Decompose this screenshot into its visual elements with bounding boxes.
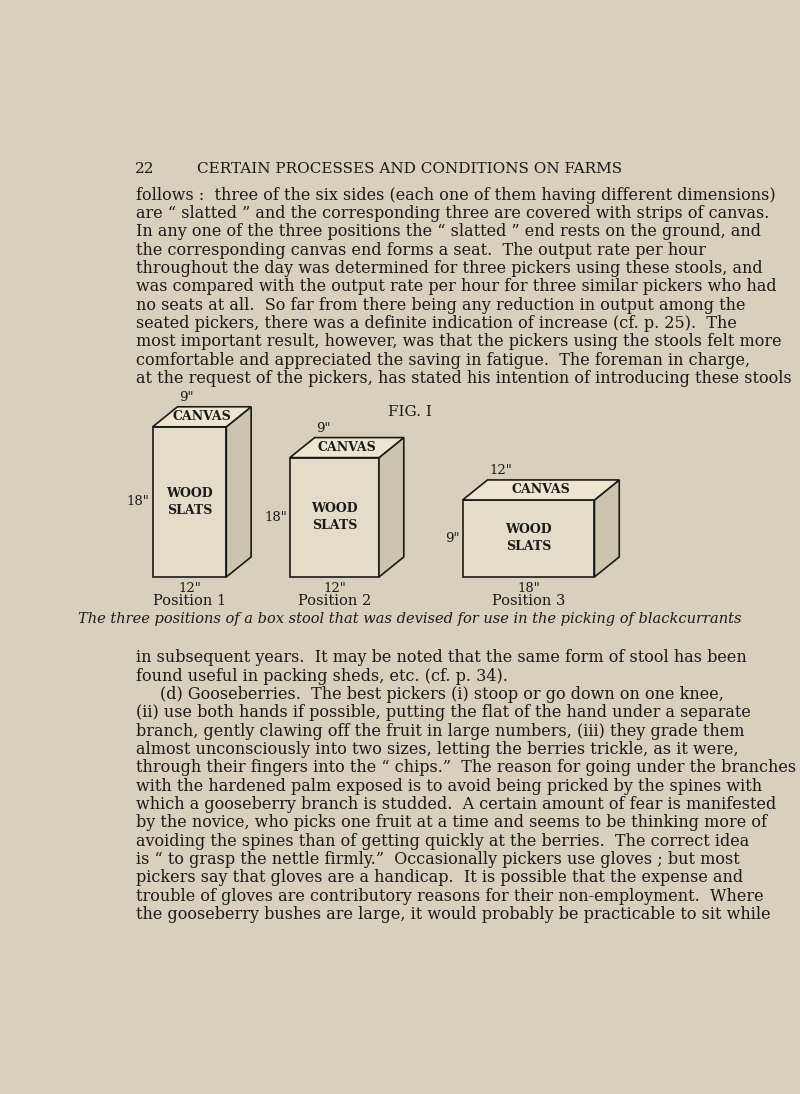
- Text: seated pickers, there was a definite indication of increase (cf. p. 25).  The: seated pickers, there was a definite ind…: [137, 315, 738, 331]
- Text: WOOD
SLATS: WOOD SLATS: [166, 487, 213, 516]
- Text: Position 3: Position 3: [492, 594, 566, 608]
- Text: which a gooseberry branch is studded.  A certain amount of fear is manifested: which a gooseberry branch is studded. A …: [137, 796, 777, 813]
- Text: (ii) use both hands if possible, putting the flat of the hand under a separate: (ii) use both hands if possible, putting…: [137, 705, 751, 721]
- Text: 22: 22: [135, 162, 154, 176]
- Text: Position 2: Position 2: [298, 594, 371, 608]
- Text: CERTAIN PROCESSES AND CONDITIONS ON FARMS: CERTAIN PROCESSES AND CONDITIONS ON FARM…: [198, 162, 622, 176]
- Text: 12": 12": [489, 464, 512, 477]
- Text: by the novice, who picks one fruit at a time and seems to be thinking more of: by the novice, who picks one fruit at a …: [137, 814, 767, 831]
- Polygon shape: [462, 500, 594, 577]
- Text: almost unconsciously into two sizes, letting the berries trickle, as it were,: almost unconsciously into two sizes, let…: [137, 741, 739, 758]
- Text: 9": 9": [316, 421, 330, 434]
- Text: FIG. I: FIG. I: [388, 405, 432, 419]
- Text: CANVAS: CANVAS: [512, 484, 570, 497]
- Text: CANVAS: CANVAS: [318, 441, 376, 454]
- Text: trouble of gloves are contributory reasons for their non-employment.  Where: trouble of gloves are contributory reaso…: [137, 887, 764, 905]
- Text: CANVAS: CANVAS: [173, 410, 231, 423]
- Text: with the hardened palm exposed is to avoid being pricked by the spines with: with the hardened palm exposed is to avo…: [137, 778, 762, 794]
- Text: Position 1: Position 1: [153, 594, 226, 608]
- Text: avoiding the spines than of getting quickly at the berries.  The correct idea: avoiding the spines than of getting quic…: [137, 833, 750, 850]
- Text: 9": 9": [445, 532, 459, 545]
- Text: the gooseberry bushes are large, it would probably be practicable to sit while: the gooseberry bushes are large, it woul…: [137, 906, 771, 923]
- Text: 18": 18": [127, 496, 150, 509]
- Text: 12": 12": [323, 582, 346, 594]
- Polygon shape: [153, 427, 226, 577]
- Text: comfortable and appreciated the saving in fatigue.  The foreman in charge,: comfortable and appreciated the saving i…: [137, 351, 750, 369]
- Text: (d) Gooseberries.  The best pickers (i) stoop or go down on one knee,: (d) Gooseberries. The best pickers (i) s…: [160, 686, 723, 703]
- Text: 18": 18": [264, 511, 286, 524]
- Text: found useful in packing sheds, etc. (cf. p. 34).: found useful in packing sheds, etc. (cf.…: [137, 667, 508, 685]
- Text: WOOD
SLATS: WOOD SLATS: [506, 523, 552, 554]
- Text: In any one of the three positions the “ slatted ” end rests on the ground, and: In any one of the three positions the “ …: [137, 223, 762, 241]
- Text: at the request of the pickers, has stated his intention of introducing these sto: at the request of the pickers, has state…: [137, 370, 792, 387]
- Text: WOOD
SLATS: WOOD SLATS: [311, 502, 358, 533]
- Polygon shape: [226, 407, 251, 577]
- Polygon shape: [290, 457, 379, 577]
- Text: 18": 18": [518, 582, 540, 594]
- Text: 12": 12": [178, 582, 201, 594]
- Text: through their fingers into the “ chips.”  The reason for going under the branche: through their fingers into the “ chips.”…: [137, 759, 797, 777]
- Polygon shape: [462, 480, 619, 500]
- Text: throughout the day was determined for three pickers using these stools, and: throughout the day was determined for th…: [137, 260, 763, 277]
- Polygon shape: [594, 480, 619, 577]
- Text: in subsequent years.  It may be noted that the same form of stool has been: in subsequent years. It may be noted tha…: [137, 650, 747, 666]
- Text: The three positions of a box stool that was devised for use in the picking of bl: The three positions of a box stool that …: [78, 613, 742, 627]
- Polygon shape: [153, 407, 251, 427]
- Polygon shape: [290, 438, 404, 457]
- Text: branch, gently clawing off the fruit in large numbers, (iii) they grade them: branch, gently clawing off the fruit in …: [137, 723, 745, 740]
- Polygon shape: [379, 438, 404, 577]
- Text: are “ slatted ” and the corresponding three are covered with strips of canvas.: are “ slatted ” and the corresponding th…: [137, 205, 770, 222]
- Text: no seats at all.  So far from there being any reduction in output among the: no seats at all. So far from there being…: [137, 296, 746, 314]
- Text: follows :  three of the six sides (each one of them having different dimensions): follows : three of the six sides (each o…: [137, 187, 776, 203]
- Text: was compared with the output rate per hour for three similar pickers who had: was compared with the output rate per ho…: [137, 278, 777, 295]
- Text: most important result, however, was that the pickers using the stools felt more: most important result, however, was that…: [137, 334, 782, 350]
- Text: is “ to grasp the nettle firmly.”  Occasionally pickers use gloves ; but most: is “ to grasp the nettle firmly.” Occasi…: [137, 851, 740, 868]
- Text: the corresponding canvas end forms a seat.  The output rate per hour: the corresponding canvas end forms a sea…: [137, 242, 706, 258]
- Text: pickers say that gloves are a handicap.  It is possible that the expense and: pickers say that gloves are a handicap. …: [137, 870, 743, 886]
- Text: 9": 9": [179, 391, 194, 404]
